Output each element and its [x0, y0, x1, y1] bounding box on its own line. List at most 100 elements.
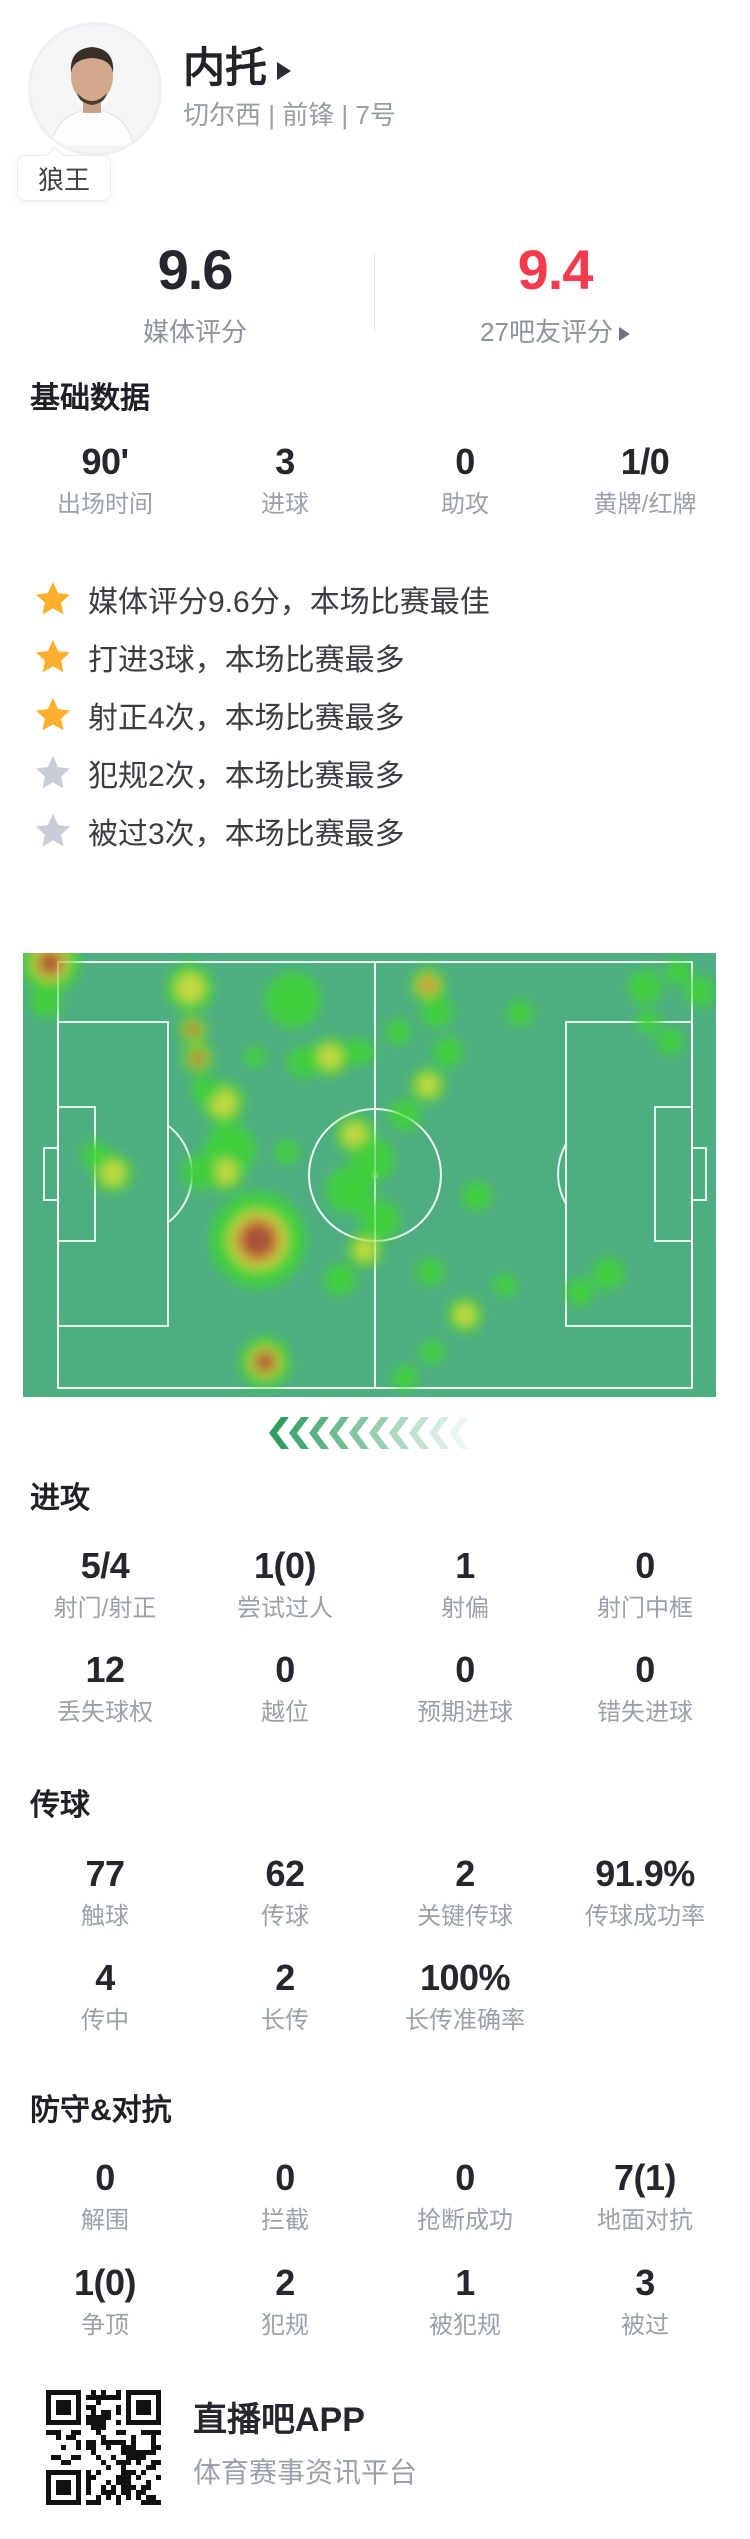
stat-cell: 0 射门中框 — [555, 1546, 735, 1623]
stat-label: 预期进球 — [417, 1699, 513, 1726]
stat-cell: 91.9% 传球成功率 — [555, 1854, 735, 1931]
stat-cell: 0 预期进球 — [375, 1650, 555, 1727]
stat-cell: 7(1) 地面对抗 — [555, 2158, 735, 2235]
stat-cell: 4 传中 — [15, 1958, 195, 2035]
stat-value: 1(0) — [73, 2262, 137, 2303]
fans-rating-value: 9.4 — [517, 238, 594, 301]
stat-cell: 2 长传 — [195, 1958, 375, 2035]
highlight-item: 犯规2次，本场比赛最多 — [33, 744, 405, 802]
stat-value: 1 — [455, 2262, 475, 2303]
stat-value: 0 — [455, 1649, 475, 1690]
stat-cell: 2 犯规 — [195, 2263, 375, 2340]
stat-label: 被过 — [621, 2312, 669, 2339]
stat-cell: 5/4 射门/射正 — [15, 1546, 195, 1623]
stat-label: 被犯规 — [429, 2312, 501, 2339]
chevron-left-icon — [349, 1417, 369, 1449]
stat-label: 抢断成功 — [417, 2207, 513, 2234]
stat-cell: 3 进球 — [195, 442, 375, 519]
chevron-left-icon — [289, 1417, 309, 1449]
stat-label: 射偏 — [441, 1595, 489, 1622]
heat-blobs — [23, 953, 715, 1391]
stat-value: 91.9% — [595, 1853, 695, 1894]
highlight-text: 打进3球，本场比赛最多 — [88, 644, 405, 677]
stat-value: 0 — [275, 2157, 295, 2198]
stat-label: 长传 — [261, 2007, 309, 2034]
stat-cell: 0 错失进球 — [555, 1650, 735, 1727]
stat-value: 1(0) — [253, 1545, 317, 1586]
stat-cell: 62 传球 — [195, 1854, 375, 1931]
stat-label: 错失进球 — [597, 1699, 693, 1726]
stat-label: 尝试过人 — [237, 1595, 333, 1622]
position-heatmap — [23, 953, 716, 1397]
gray-star-icon — [36, 756, 70, 789]
stat-label: 助攻 — [441, 491, 489, 518]
chevron-left-icon — [429, 1417, 449, 1449]
stat-label: 传球 — [261, 1903, 309, 1930]
stat-label: 长传准确率 — [405, 2007, 525, 2034]
stat-value: 4 — [95, 1957, 115, 1998]
stat-cell: 1 被犯规 — [375, 2263, 555, 2340]
stat-cell: 0 解围 — [15, 2158, 195, 2235]
stat-label: 进球 — [261, 491, 309, 518]
stat-value: 3 — [635, 2262, 655, 2303]
stat-label: 触球 — [81, 1903, 129, 1930]
stat-value: 12 — [85, 1649, 125, 1690]
attack-stats-row: 5/4 射门/射正 1(0) 尝试过人 1 射偏 0 射门中框 — [15, 1546, 735, 1623]
fans-rating-arrow-icon — [618, 327, 630, 341]
stat-label: 丢失球权 — [57, 1699, 153, 1726]
passing-stats-row: 4 传中 2 长传 100% 长传准确率 — [15, 1958, 735, 2035]
gray-star-icon — [36, 814, 70, 847]
media-rating-value: 9.6 — [157, 238, 234, 301]
highlight-item: 媒体评分9.6分，本场比赛最佳 — [33, 570, 490, 628]
highlight-text: 犯规2次，本场比赛最多 — [88, 760, 405, 793]
stat-cell: 1(0) 争顶 — [15, 2263, 195, 2340]
player-link-arrow-icon[interactable] — [277, 62, 291, 80]
stat-value: 5/4 — [80, 1545, 130, 1586]
app-name: 直播吧APP — [193, 2401, 365, 2439]
stat-value: 7(1) — [613, 2157, 677, 2198]
player-name[interactable]: 内托 — [183, 44, 268, 91]
stat-label: 传球成功率 — [585, 1903, 705, 1930]
app-description: 体育赛事资讯平台 — [193, 2457, 418, 2488]
attack-stats-row: 12 丢失球权 0 越位 0 预期进球 0 错失进球 — [15, 1650, 735, 1727]
chevron-left-icon — [269, 1417, 289, 1449]
gold-star-icon — [36, 698, 70, 731]
stat-label: 关键传球 — [417, 1903, 513, 1930]
fans-rating-block[interactable]: 9.4 27吧友评分 — [375, 240, 735, 349]
rating-divider — [374, 254, 375, 332]
gold-star-icon — [36, 640, 70, 673]
highlight-text: 射正4次，本场比赛最多 — [88, 702, 405, 735]
basic-stats-row: 90' 出场时间 3 进球 0 助攻 1/0 黄牌/红牌 — [15, 442, 735, 519]
stat-cell: 0 抢断成功 — [375, 2158, 555, 2235]
stat-label: 犯规 — [261, 2312, 309, 2339]
stat-cell: 1/0 黄牌/红牌 — [555, 442, 735, 519]
stat-value: 0 — [635, 1649, 655, 1690]
stat-value: 3 — [275, 441, 295, 482]
section-title-defense: 防守&对抗 — [30, 2094, 172, 2127]
player-meta: 切尔西 | 前锋 | 7号 — [183, 100, 396, 130]
chevron-left-icon — [389, 1417, 409, 1449]
stat-value: 2 — [275, 1957, 295, 1998]
avatar-photo — [31, 25, 153, 148]
section-title-passing: 传球 — [30, 1789, 90, 1822]
player-nickname-tag: 狼王 — [17, 155, 112, 201]
stat-cell: 0 越位 — [195, 1650, 375, 1727]
media-rating-label: 媒体评分 — [142, 317, 247, 347]
highlight-item: 被过3次，本场比赛最多 — [33, 802, 405, 860]
stat-label: 射门/射正 — [53, 1595, 157, 1622]
stat-label: 黄牌/红牌 — [593, 491, 697, 518]
highlight-item: 射正4次，本场比赛最多 — [33, 686, 405, 744]
chevron-left-icon — [309, 1417, 329, 1449]
stat-value: 2 — [455, 1853, 475, 1894]
section-title-basic: 基础数据 — [30, 382, 150, 415]
highlight-item: 打进3球，本场比赛最多 — [33, 628, 405, 686]
qr-code — [46, 2390, 161, 2505]
stat-cell: 12 丢失球权 — [15, 1650, 195, 1727]
stat-label: 射门中框 — [597, 1595, 693, 1622]
passing-stats-row: 77 触球 62 传球 2 关键传球 91.9% 传球成功率 — [15, 1854, 735, 1931]
stat-label: 出场时间 — [57, 491, 153, 518]
stat-value: 0 — [455, 441, 475, 482]
stat-value: 62 — [265, 1853, 305, 1894]
defense-stats-row: 1(0) 争顶 2 犯规 1 被犯规 3 被过 — [15, 2263, 735, 2340]
